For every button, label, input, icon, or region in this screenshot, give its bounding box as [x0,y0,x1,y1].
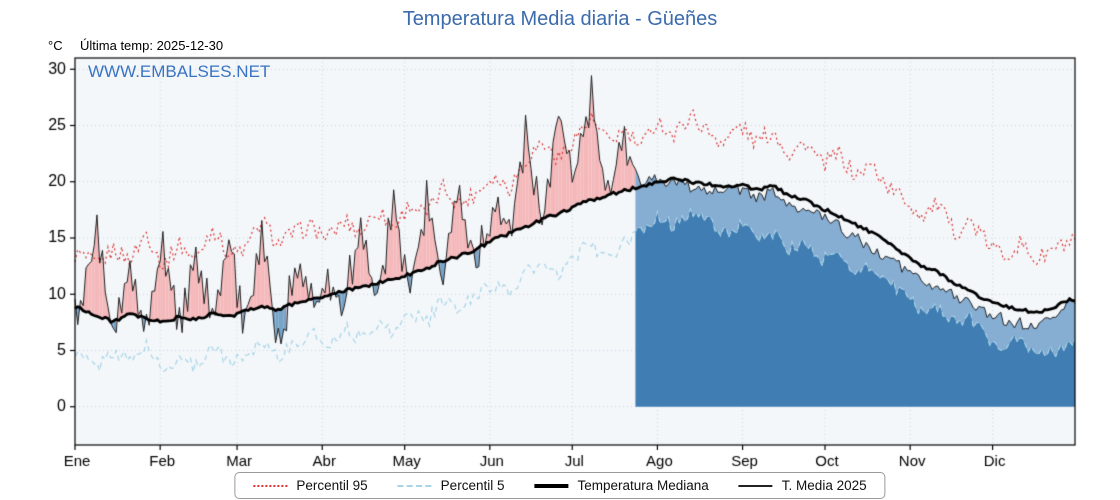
legend-line-swatch [738,484,773,487]
legend-item: Percentil 95 [253,478,368,493]
legend-item: Temperatura Mediana [534,478,709,493]
legend-item: T. Media 2025 [738,478,867,493]
legend-line-swatch [253,484,288,487]
legend-label: Percentil 5 [440,478,505,493]
legend-line-swatch [397,484,432,487]
legend-label: T. Media 2025 [781,478,867,493]
watermark-text: WWW.EMBALSES.NET [88,62,271,81]
legend-label: Percentil 95 [296,478,368,493]
legend-line-swatch [534,483,569,488]
chart-canvas [0,0,1120,470]
chart-title: Temperatura Media diaria - Güeñes [402,8,718,30]
y-axis-unit-label: °C [48,38,63,53]
chart-legend: Percentil 95 Percentil 5 Temperatura Media… [234,472,886,499]
legend-label: Temperatura Mediana [577,478,709,493]
last-temp-label: Última temp: 2025-12-30 [80,38,224,53]
legend-item: Percentil 5 [397,478,505,493]
